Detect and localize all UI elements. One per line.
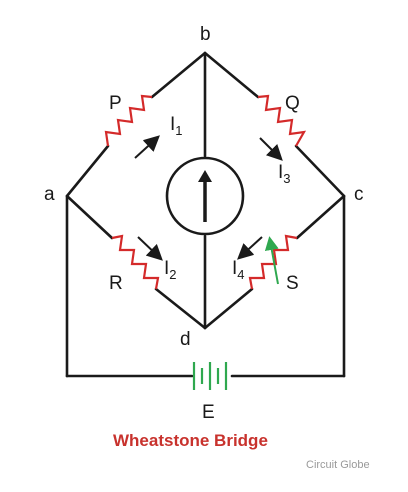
node-label-d: d [180,329,191,350]
current-label-i1: I1 [170,114,183,138]
current-label-i4-sub: 4 [237,267,244,282]
label-r: R [109,273,123,294]
wire-d-s [203,287,254,330]
resistor-q [257,94,307,147]
node-label-a: a [44,184,55,205]
current-label-i1-main: I [170,114,175,135]
current-arrow-i1-icon [134,135,160,159]
node-label-b: b [200,24,211,45]
galvanometer [165,156,245,236]
current-arrows [134,135,283,261]
current-arrow-i4-icon [237,236,263,260]
current-label-i1-sub: 1 [175,123,182,138]
wire-a-p [65,144,110,198]
resistor-p [104,94,153,147]
battery [192,362,228,390]
current-arrow-i2-icon [137,236,163,261]
bridge-wires [65,51,346,378]
galvanometer-needle-head-icon [198,170,212,182]
variable-arrow-icon [264,236,279,285]
resistor-q-icon [257,94,307,147]
watermark: Circuit Globe [306,459,370,471]
resistor-r [111,234,160,290]
resistor-p-icon [104,94,153,147]
current-label-i4: I4 [232,258,245,282]
wire-r-d [154,287,207,330]
label-e: E [202,402,215,423]
current-arrow-i3-icon [259,137,283,161]
current-label-i3: I3 [278,162,291,186]
wire-p-b [150,51,207,99]
current-label-i3-main: I [278,162,283,183]
wire-b-q [203,51,260,99]
current-label-i2-sub: 2 [169,267,176,282]
node-label-c: c [354,184,364,205]
current-label-i3-sub: 3 [283,171,290,186]
resistor-r-icon [111,234,160,290]
diagram-title: Wheatstone Bridge [113,431,268,450]
label-s: S [286,273,299,294]
wire-s-c [295,194,346,240]
wire-q-c [294,144,346,198]
label-q: Q [285,93,300,114]
label-p: P [109,93,122,114]
current-label-i2-main: I [164,258,169,279]
current-label-i2: I2 [164,258,177,282]
resistor-s-icon [248,234,298,290]
wire-a-r [65,194,114,240]
resistor-s [248,234,298,290]
current-label-i4-main: I [232,258,237,279]
